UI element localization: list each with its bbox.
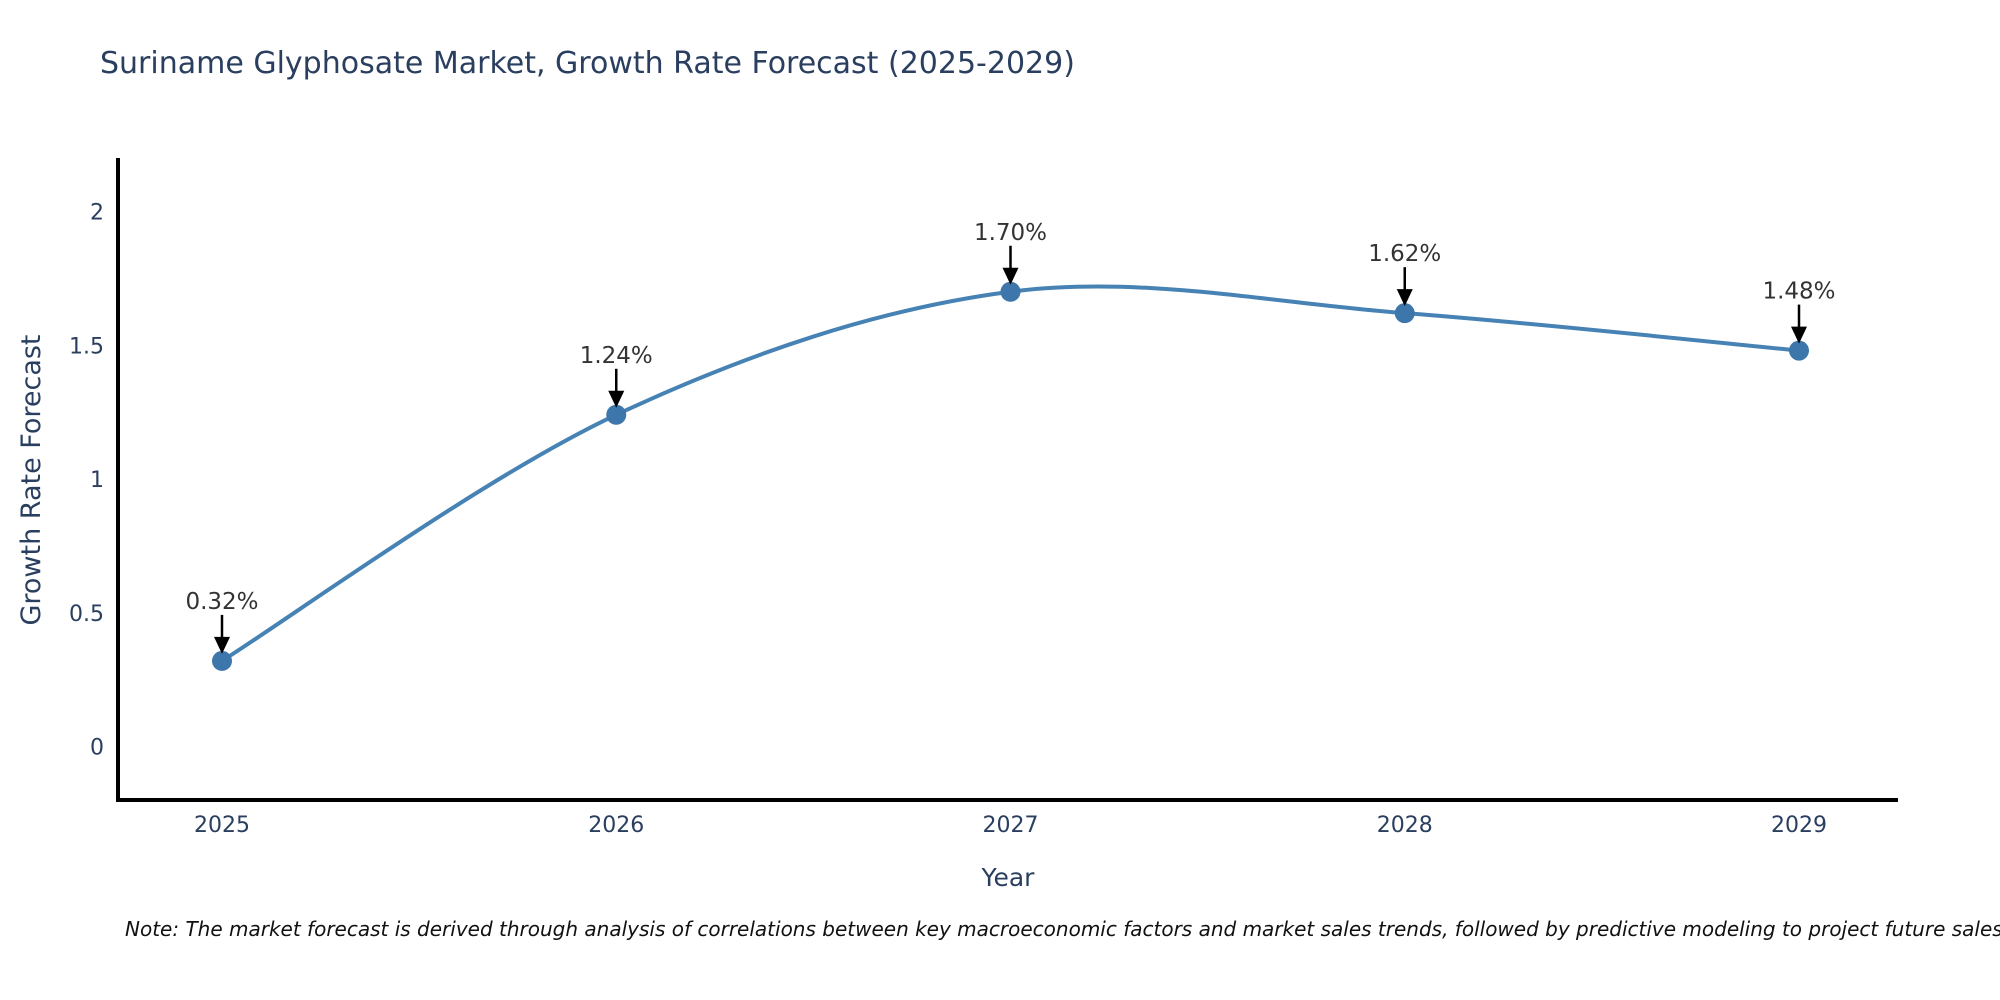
x-axis-title: Year: [981, 863, 1036, 892]
plot-area: 0 0.5 1 1.5 2 2025 2026 2027 2028 2029 0.32% 1.24% 1…: [69, 158, 1898, 838]
x-tick-label: 2026: [588, 813, 644, 838]
point-value-label: 1.24%: [580, 343, 653, 369]
point-value-label: 1.48%: [1762, 279, 1835, 305]
data-point-marker: [1394, 303, 1415, 324]
footnote: Note: The market forecast is derived thr…: [125, 917, 2000, 941]
point-value-label: 1.70%: [974, 220, 1047, 246]
data-point-marker: [1000, 281, 1021, 302]
x-tick-label: 2028: [1377, 813, 1433, 838]
y-tick-label: 1.5: [69, 334, 104, 359]
annotation-arrowhead: [1002, 267, 1019, 285]
chart-title: Suriname Glyphosate Market, Growth Rate …: [100, 46, 1075, 81]
data-point-marker: [1789, 340, 1809, 361]
point-value-label: 1.62%: [1368, 241, 1441, 267]
annotation-arrowhead: [1791, 326, 1807, 344]
data-point-marker: [212, 650, 232, 671]
annotation-arrowhead: [1396, 289, 1413, 307]
x-tick-label: 2027: [983, 813, 1039, 838]
y-tick-label: 0: [90, 736, 104, 761]
y-tick-label: 0.5: [69, 602, 104, 627]
x-tick-label: 2025: [194, 813, 250, 838]
y-axis-title: Growth Rate Forecast: [16, 334, 47, 625]
point-value-label: 0.32%: [185, 589, 258, 615]
annotation-arrowhead: [214, 636, 230, 654]
y-tick-label: 2: [90, 201, 104, 226]
annotation-arrowhead: [608, 390, 625, 408]
data-point-marker: [606, 404, 627, 425]
x-tick-label: 2029: [1771, 813, 1827, 838]
y-tick-label: 1: [90, 468, 104, 493]
series-line: [220, 284, 1801, 663]
